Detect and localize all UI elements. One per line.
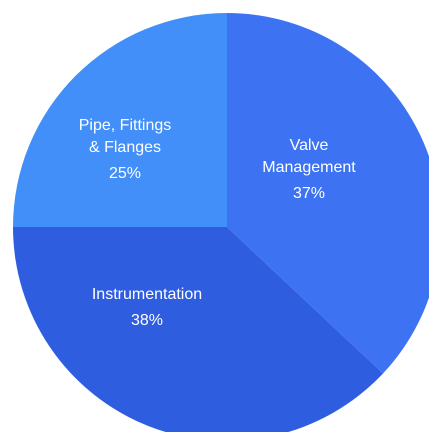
slice-percent-label: 37% [293, 185, 325, 202]
slice-percent-label: 25% [109, 165, 141, 182]
slice-label-2: Pipe, Fittings & Flanges 25% [79, 117, 171, 182]
slice-label-1: Instrumentation 38% [92, 286, 202, 329]
slice-label-line: Instrumentation [92, 286, 202, 303]
pie-slice-2 [13, 13, 227, 227]
slice-label-line: & Flanges [89, 139, 161, 156]
pie-slice-0 [227, 13, 429, 374]
slice-percent-label: 38% [131, 312, 163, 329]
slice-label-0: Valve Management 37% [262, 137, 356, 202]
slice-label-line: Management [262, 159, 356, 176]
pie-slice-1 [13, 227, 383, 432]
slice-label-line: Valve [290, 137, 329, 154]
slice-label-line: Pipe, Fittings [79, 117, 171, 134]
